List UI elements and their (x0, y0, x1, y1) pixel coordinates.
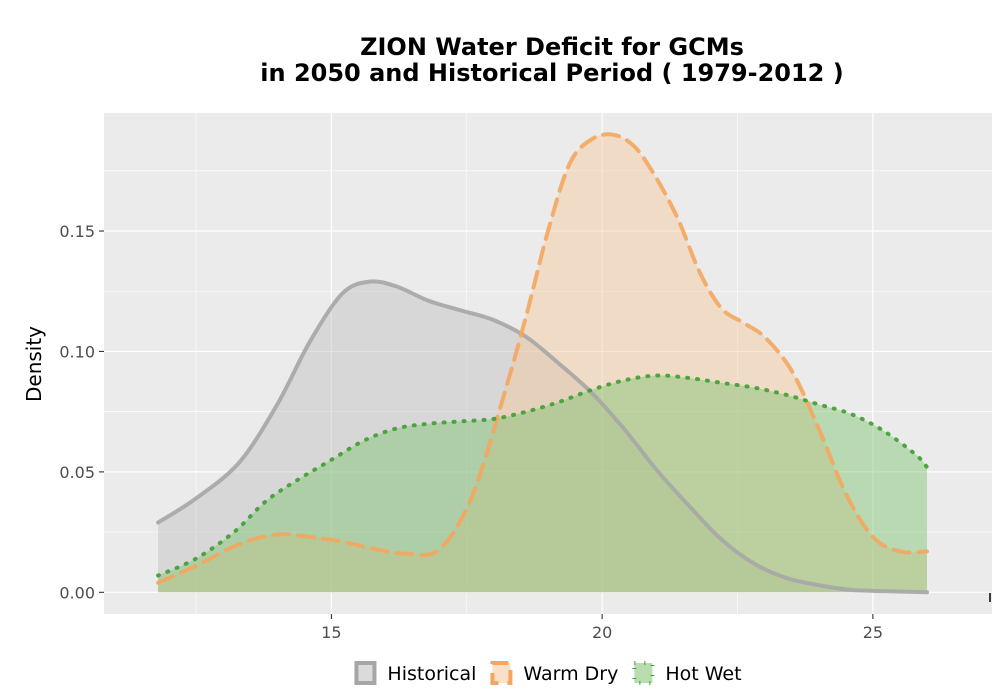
plot-panel (104, 113, 992, 614)
minor-gridlines (104, 113, 992, 614)
legend-label-historical: Historical (387, 663, 476, 685)
legend-label-hot-wet: Hot Wet (665, 663, 741, 685)
legend: Historical Warm Dry Hot Wet (354, 661, 742, 685)
x-tick-label: 20 (592, 623, 612, 642)
legend-label-warm-dry: Warm Dry (523, 663, 618, 685)
x-axis: 15 20 25 (321, 614, 883, 642)
legend-key-hot-wet (632, 661, 655, 685)
density-line-warm-dry (156, 132, 929, 585)
y-tick-label: 0.10 (59, 342, 95, 361)
x-tick-label: 15 (321, 623, 341, 642)
chart-title: ZION Water Deficit for GCMs in 2050 and … (260, 33, 843, 87)
density-area-historical (158, 281, 928, 593)
chart-title-line-2: in 2050 and Historical Period ( 1979-201… (260, 59, 843, 87)
y-tick-label: 0.00 (59, 583, 95, 602)
density-area-warm-dry (158, 134, 928, 593)
y-axis: 0.00 0.05 0.10 0.15 (59, 222, 104, 602)
y-tick-label: 0.05 (59, 463, 95, 482)
density-line-historical (156, 279, 929, 595)
chart-title-line-1: ZION Water Deficit for GCMs (360, 33, 744, 61)
density-lines (156, 132, 929, 595)
legend-key-historical (354, 661, 377, 685)
y-tick-label: 0.15 (59, 222, 95, 241)
density-fills (158, 134, 928, 593)
y-axis-title: Density (22, 326, 46, 402)
x-tick-label: 25 (863, 623, 883, 642)
legend-key-warm-dry (490, 661, 513, 685)
density-area-hot-wet (158, 375, 928, 593)
density-line-hot-wet (156, 373, 929, 578)
